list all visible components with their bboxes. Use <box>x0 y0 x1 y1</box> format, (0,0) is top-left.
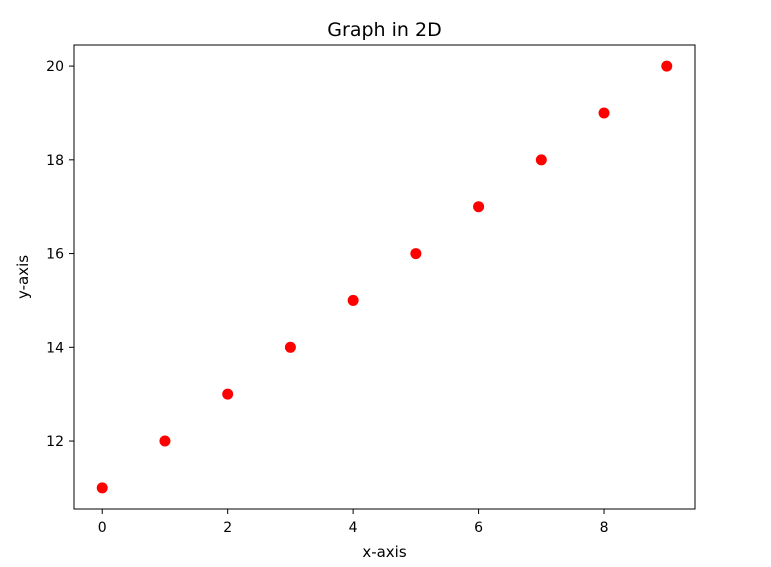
scatter-point <box>473 201 485 213</box>
scatter-point <box>159 435 171 447</box>
x-tick-label: 0 <box>98 520 107 536</box>
y-tick-label: 18 <box>46 153 64 169</box>
scatter-point <box>284 341 296 353</box>
x-tick-label: 6 <box>474 520 483 536</box>
y-tick-label: 14 <box>46 340 64 356</box>
plot-frame <box>73 44 696 510</box>
y-axis-label: y-axis <box>14 255 32 299</box>
chart-title: Graph in 2D <box>327 19 441 41</box>
x-tick-label: 4 <box>349 520 358 536</box>
scatter-point <box>347 294 359 306</box>
scatter-point <box>661 60 673 72</box>
x-axis-label: x-axis <box>362 543 407 561</box>
data-points <box>96 60 673 494</box>
scatter-point <box>96 482 108 494</box>
scatter-point <box>222 388 234 400</box>
y-tick-label: 20 <box>46 59 64 75</box>
axis-ticks: 0 2 4 6 8 12 14 16 18 20 <box>46 59 608 536</box>
scatter-point <box>410 248 422 260</box>
x-tick-label: 8 <box>600 520 609 536</box>
y-tick-label: 16 <box>46 247 64 263</box>
scatter-point <box>598 107 610 119</box>
y-tick-label: 12 <box>46 434 64 450</box>
scatter-point <box>535 154 547 166</box>
x-tick-label: 2 <box>223 520 232 536</box>
